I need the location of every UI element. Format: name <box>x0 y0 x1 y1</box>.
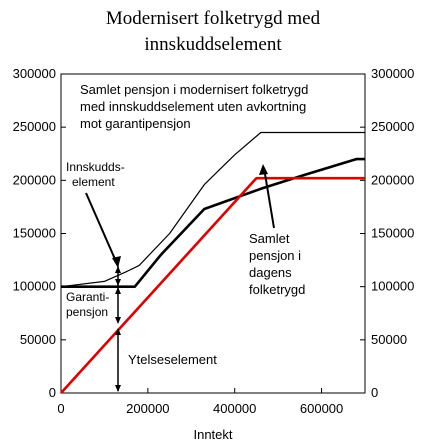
y-tick-label-right: 100000 <box>371 279 414 294</box>
double-arrow-innskudd-top <box>115 266 121 273</box>
y-axis-left: 0 50000 100000 150000 200000 250000 300000 <box>13 66 66 400</box>
annotation-innskudd-line1: Innskudds- <box>66 160 125 174</box>
y-tick-label-right: 0 <box>371 385 378 400</box>
annotation-top-line3: mot garantipensjon <box>80 116 191 131</box>
x-tick-label: 200000 <box>126 401 169 416</box>
annotation-top-line2: med innskuddselement uten avkortning <box>80 99 306 114</box>
arrow-garanti-top <box>115 287 121 294</box>
series-line-2 <box>60 176 365 394</box>
annotation-innskudd-line2: element <box>72 175 115 189</box>
series-layer <box>60 131 365 394</box>
x-tick-label: 600000 <box>300 401 343 416</box>
chart-title: Modernisert folketrygd med <box>106 8 321 29</box>
y-tick-label-right: 200000 <box>371 172 414 187</box>
annotation-top-line1: Samlet pensjon i modernisert folketrygd <box>80 82 308 97</box>
y-tick-label-left: 50000 <box>20 332 56 347</box>
arrow-ytelse-top <box>115 328 121 335</box>
arrow-innskudd-head <box>112 256 121 268</box>
annotation-dagens-line4: folketrygd <box>249 282 305 297</box>
x-axis-label: Inntekt <box>193 427 232 442</box>
y-tick-label-left: 300000 <box>13 66 56 81</box>
annotation-dagens-line3: dagens <box>249 265 292 280</box>
x-tick-label: 0 <box>57 401 64 416</box>
chart-subtitle: innskuddselement <box>144 34 282 55</box>
series-line-1 <box>61 157 365 289</box>
y-tick-label-left: 200000 <box>13 172 56 187</box>
x-axis: 0 200000 400000 600000 <box>57 388 343 416</box>
annotation-ytelse: Ytelseselement <box>128 352 217 367</box>
y-tick-label-right: 300000 <box>371 66 414 81</box>
y-axis-right: 0 50000 100000 150000 200000 250000 300000 <box>360 66 414 400</box>
annotation-garanti-line1: Garanti- <box>66 290 109 304</box>
y-tick-label-left: 100000 <box>13 279 56 294</box>
annotation-dagens-line1: Samlet <box>249 231 290 246</box>
y-tick-label-left: 250000 <box>13 119 56 134</box>
y-tick-label-right: 50000 <box>371 332 407 347</box>
arrow-garanti-bottom <box>115 317 121 324</box>
arrow-innskudd <box>85 192 119 267</box>
y-tick-label-right: 250000 <box>371 119 414 134</box>
arrow-dagens <box>263 167 275 229</box>
y-tick-label-left: 0 <box>49 385 56 400</box>
arrow-dagens-head <box>259 164 268 175</box>
x-tick-label: 400000 <box>213 401 256 416</box>
y-tick-label-right: 150000 <box>371 226 414 241</box>
double-arrow-innskudd-bottom <box>115 279 121 286</box>
series-line-0 <box>60 131 365 288</box>
y-tick-label-left: 150000 <box>13 226 56 241</box>
annotation-dagens-line2: pensjon i <box>249 248 301 263</box>
annotation-garanti-line2: pensjon <box>66 305 108 319</box>
arrow-ytelse-bottom <box>115 385 121 392</box>
